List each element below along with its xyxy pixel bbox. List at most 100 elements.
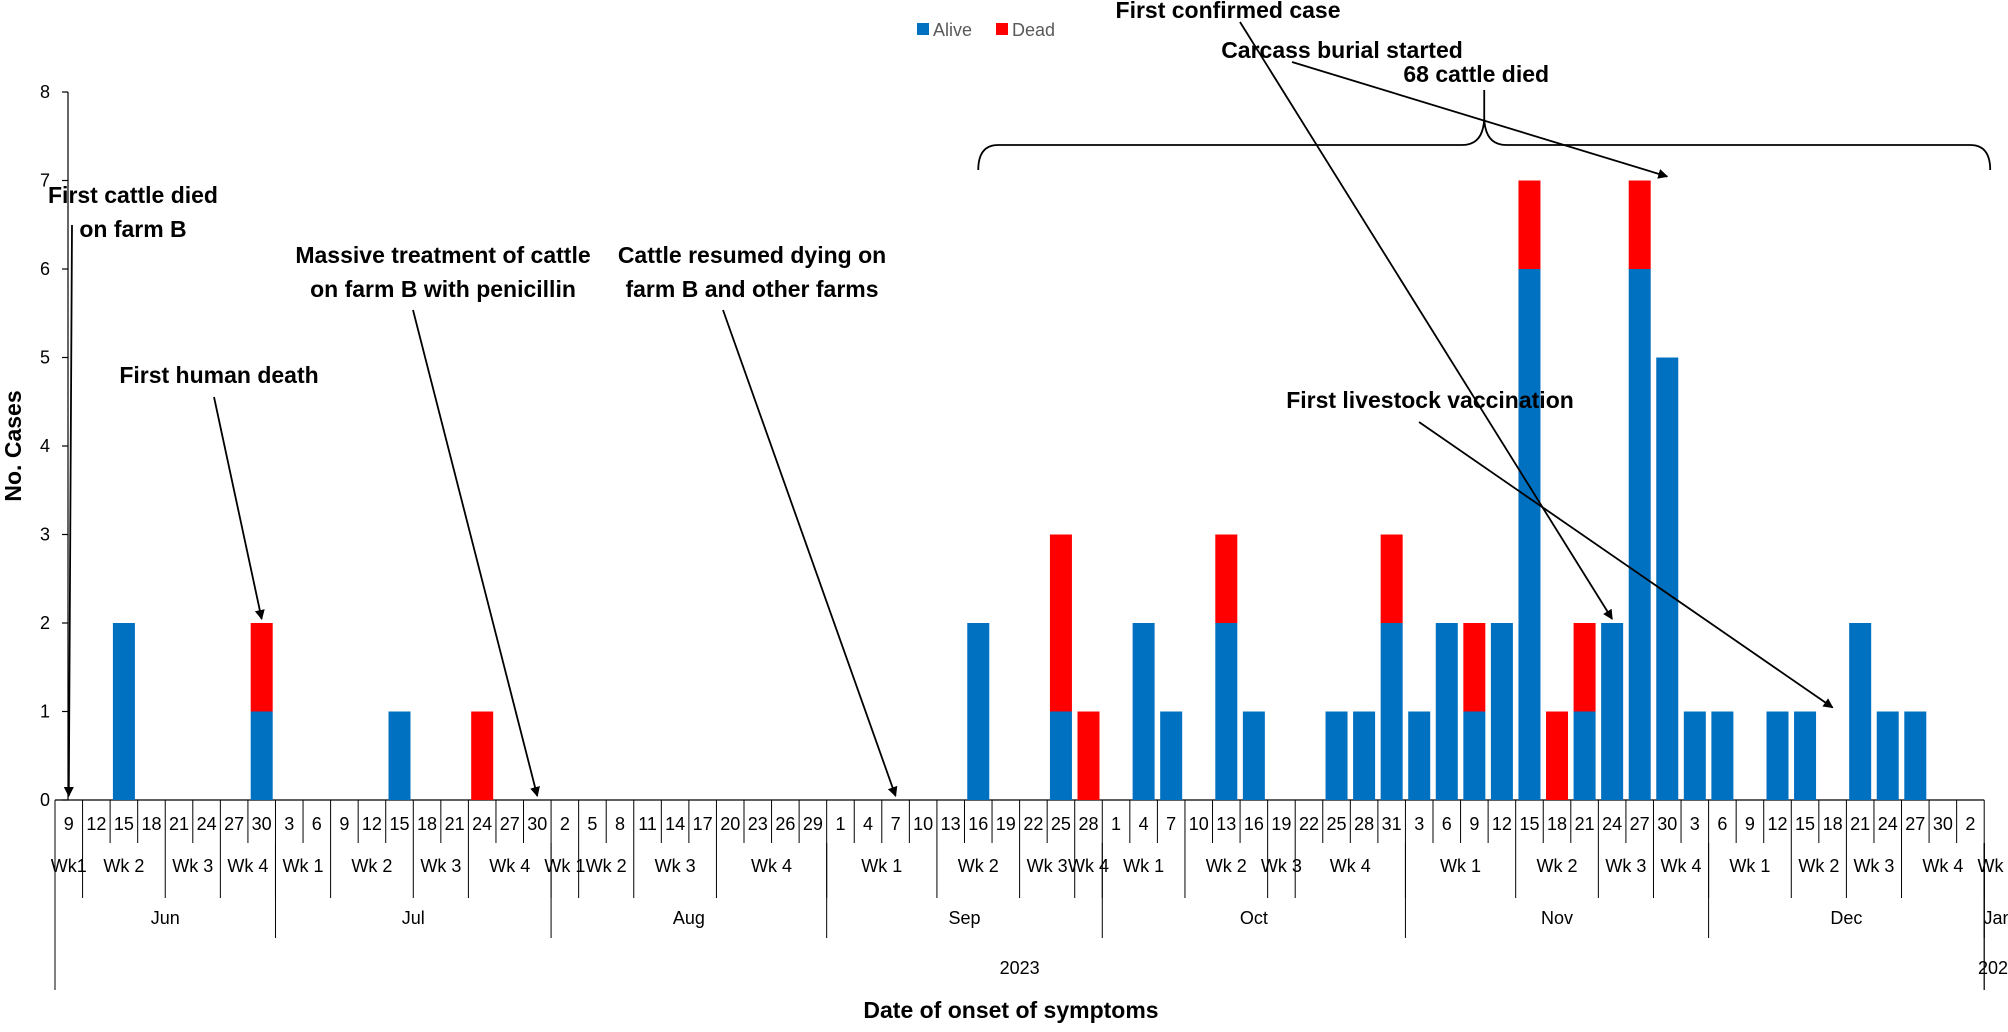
annotation-arrow	[1291, 61, 1669, 179]
x-week-label: Wk 1	[861, 856, 902, 876]
bar-alive	[1904, 711, 1927, 800]
x-day-label: 18	[141, 814, 161, 834]
bar-dead	[1518, 180, 1541, 269]
x-week-label: Wk 4	[489, 856, 530, 876]
x-day-label: 16	[1244, 814, 1264, 834]
x-day-label: 3	[1690, 814, 1700, 834]
x-day-label: 19	[1271, 814, 1291, 834]
x-day-label: 16	[968, 814, 988, 834]
bar-alive	[388, 711, 411, 800]
bar-alive	[112, 623, 135, 800]
x-day-label: 31	[1382, 814, 1402, 834]
x-day-label: 6	[1442, 814, 1452, 834]
x-week-label: Wk1	[51, 856, 87, 876]
x-week-label: Wk 3	[655, 856, 696, 876]
x-day-label: 18	[417, 814, 437, 834]
bar-alive	[1849, 623, 1872, 800]
x-week-label: Wk 4	[1661, 856, 1702, 876]
x-week-label: Wk 2	[586, 856, 627, 876]
x-day-label: 13	[1216, 814, 1236, 834]
bar-alive	[1132, 623, 1155, 800]
bar-dead	[1463, 623, 1486, 712]
bar-alive	[1656, 357, 1679, 800]
x-day-label: 7	[891, 814, 901, 834]
bar-alive	[1215, 623, 1238, 800]
x-day-label: 20	[720, 814, 740, 834]
x-week-label: Wk 3	[1853, 856, 1894, 876]
y-tick-label: 0	[40, 790, 50, 810]
x-day-label: 4	[1139, 814, 1149, 834]
x-day-label: 6	[312, 814, 322, 834]
y-tick-label: 8	[40, 82, 50, 102]
x-week-label: Wk 1	[1977, 856, 2008, 876]
bar-alive	[250, 711, 273, 800]
x-day-label: 11	[638, 814, 657, 834]
x-week-label: Wk 1	[1729, 856, 1770, 876]
x-day-label: 14	[665, 814, 685, 834]
x-day-label: 27	[224, 814, 244, 834]
x-day-label: 24	[1602, 814, 1622, 834]
x-week-label: Wk 1	[1123, 856, 1164, 876]
annotation-arrow	[213, 396, 265, 620]
x-day-label: 15	[1795, 814, 1815, 834]
x-day-label: 15	[389, 814, 409, 834]
x-week-label: Wk 3	[1605, 856, 1646, 876]
x-week-label: Wk 2	[958, 856, 999, 876]
bar-alive	[1794, 711, 1817, 800]
x-day-label: 13	[941, 814, 961, 834]
x-day-label: 22	[1023, 814, 1043, 834]
x-day-label: 21	[445, 814, 465, 834]
bar-alive	[1518, 269, 1541, 800]
bar-dead	[1077, 711, 1100, 800]
bar-alive	[967, 623, 990, 800]
annotation-text: Carcass burial started	[1221, 37, 1463, 63]
x-day-label: 30	[252, 814, 272, 834]
x-day-label: 18	[1823, 814, 1843, 834]
bar-alive	[1766, 711, 1789, 800]
x-axis-title: Date of onset of symptoms	[863, 997, 1158, 1023]
x-day-label: 30	[1933, 814, 1953, 834]
legend-label-alive: Alive	[933, 20, 972, 40]
bar-alive	[1049, 711, 1072, 800]
x-day-label: 22	[1299, 814, 1319, 834]
bar-alive	[1435, 623, 1458, 800]
bar-dead	[1546, 711, 1569, 800]
bar-alive	[1490, 623, 1513, 800]
bar-dead	[1628, 180, 1651, 269]
x-day-label: 1	[835, 814, 845, 834]
x-day-label: 3	[284, 814, 294, 834]
x-day-label: 28	[1354, 814, 1374, 834]
x-year-label: 2023	[1000, 958, 1040, 978]
annotation-arrow	[63, 224, 74, 797]
x-week-label: Wk 3	[1027, 856, 1068, 876]
annotation-text: Massive treatment of cattle on farm B wit…	[295, 242, 590, 302]
x-week-label: Wk 4	[1330, 856, 1371, 876]
y-tick-label: 4	[40, 436, 50, 456]
x-month-label: Dec	[1830, 908, 1862, 928]
legend-swatch-dead	[996, 23, 1008, 35]
x-week-label: Wk 2	[1798, 856, 1839, 876]
x-day-label: 10	[1189, 814, 1209, 834]
y-tick-label: 2	[40, 613, 50, 633]
x-month-label: Aug	[673, 908, 705, 928]
x-month-label: Jun	[151, 908, 180, 928]
x-day-label: 27	[1630, 814, 1650, 834]
x-day-label: 19	[996, 814, 1016, 834]
y-tick-label: 6	[40, 259, 50, 279]
x-week-label: Wk 4	[227, 856, 268, 876]
x-day-label: 9	[64, 814, 74, 834]
y-axis-title: No. Cases	[0, 390, 26, 501]
annotation-text: First cattle died on farm B	[48, 182, 218, 242]
x-day-label: 25	[1051, 814, 1071, 834]
bar-alive	[1463, 711, 1486, 800]
bar-alive	[1711, 711, 1734, 800]
x-day-label: 15	[1519, 814, 1539, 834]
y-tick-label: 3	[40, 525, 50, 545]
x-week-label: Wk 2	[1206, 856, 1247, 876]
x-day-label: 25	[1327, 814, 1347, 834]
x-week-label: Wk 4	[1068, 856, 1109, 876]
x-week-label: Wk 2	[103, 856, 144, 876]
bar-alive	[1601, 623, 1624, 800]
x-day-label: 23	[748, 814, 768, 834]
